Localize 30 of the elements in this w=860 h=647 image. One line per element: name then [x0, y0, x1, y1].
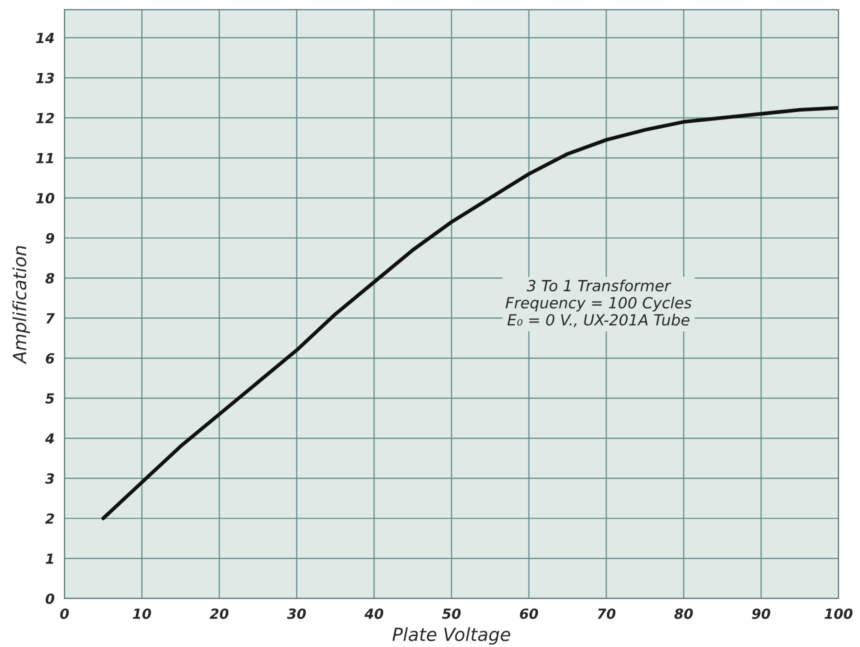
y-tick-label: 4 [45, 433, 54, 444]
y-tick-label: 1 [46, 554, 54, 564]
x-axis-title: Plate Voltage [392, 627, 510, 645]
y-tick-label: 0 [46, 593, 54, 604]
x-tick-label: 10 [132, 608, 152, 619]
x-tick-label: 80 [674, 608, 693, 619]
line-series [101, 106, 838, 520]
y-tick-label: 8 [45, 273, 54, 284]
y-tick-label: 6 [46, 353, 54, 364]
y-tick-label: 7 [46, 313, 55, 324]
y-tick-label: 10 [36, 192, 54, 204]
annotation: 3 To 1 Transformer Frequency = 100 Cycles E₀ = 0 V., UX-201A Tube [506, 280, 692, 328]
x-tick-label: 30 [287, 608, 306, 619]
x-tick-label: 70 [598, 608, 616, 619]
x-tick-label: 50 [442, 608, 461, 619]
y-tick-label: 12 [36, 112, 54, 124]
x-tick-label: 90 [752, 608, 770, 619]
y-tick-label: 13 [36, 72, 54, 84]
x-tick-label: 60 [520, 608, 538, 619]
x-tick-label: 100 [824, 608, 852, 619]
y-tick-label: 14 [36, 32, 54, 44]
y-tick-label: 9 [46, 232, 54, 244]
y-tick-label: 3 [45, 473, 54, 484]
y-tick-label: 2 [45, 513, 54, 524]
x-tick-label: 0 [60, 608, 69, 619]
y-tick-label: 5 [45, 393, 54, 404]
x-tick-label: 20 [210, 608, 228, 619]
y-tick-label: 11 [36, 153, 54, 164]
y-axis-title: Amplification [12, 246, 30, 364]
x-tick-label: 40 [364, 608, 384, 619]
